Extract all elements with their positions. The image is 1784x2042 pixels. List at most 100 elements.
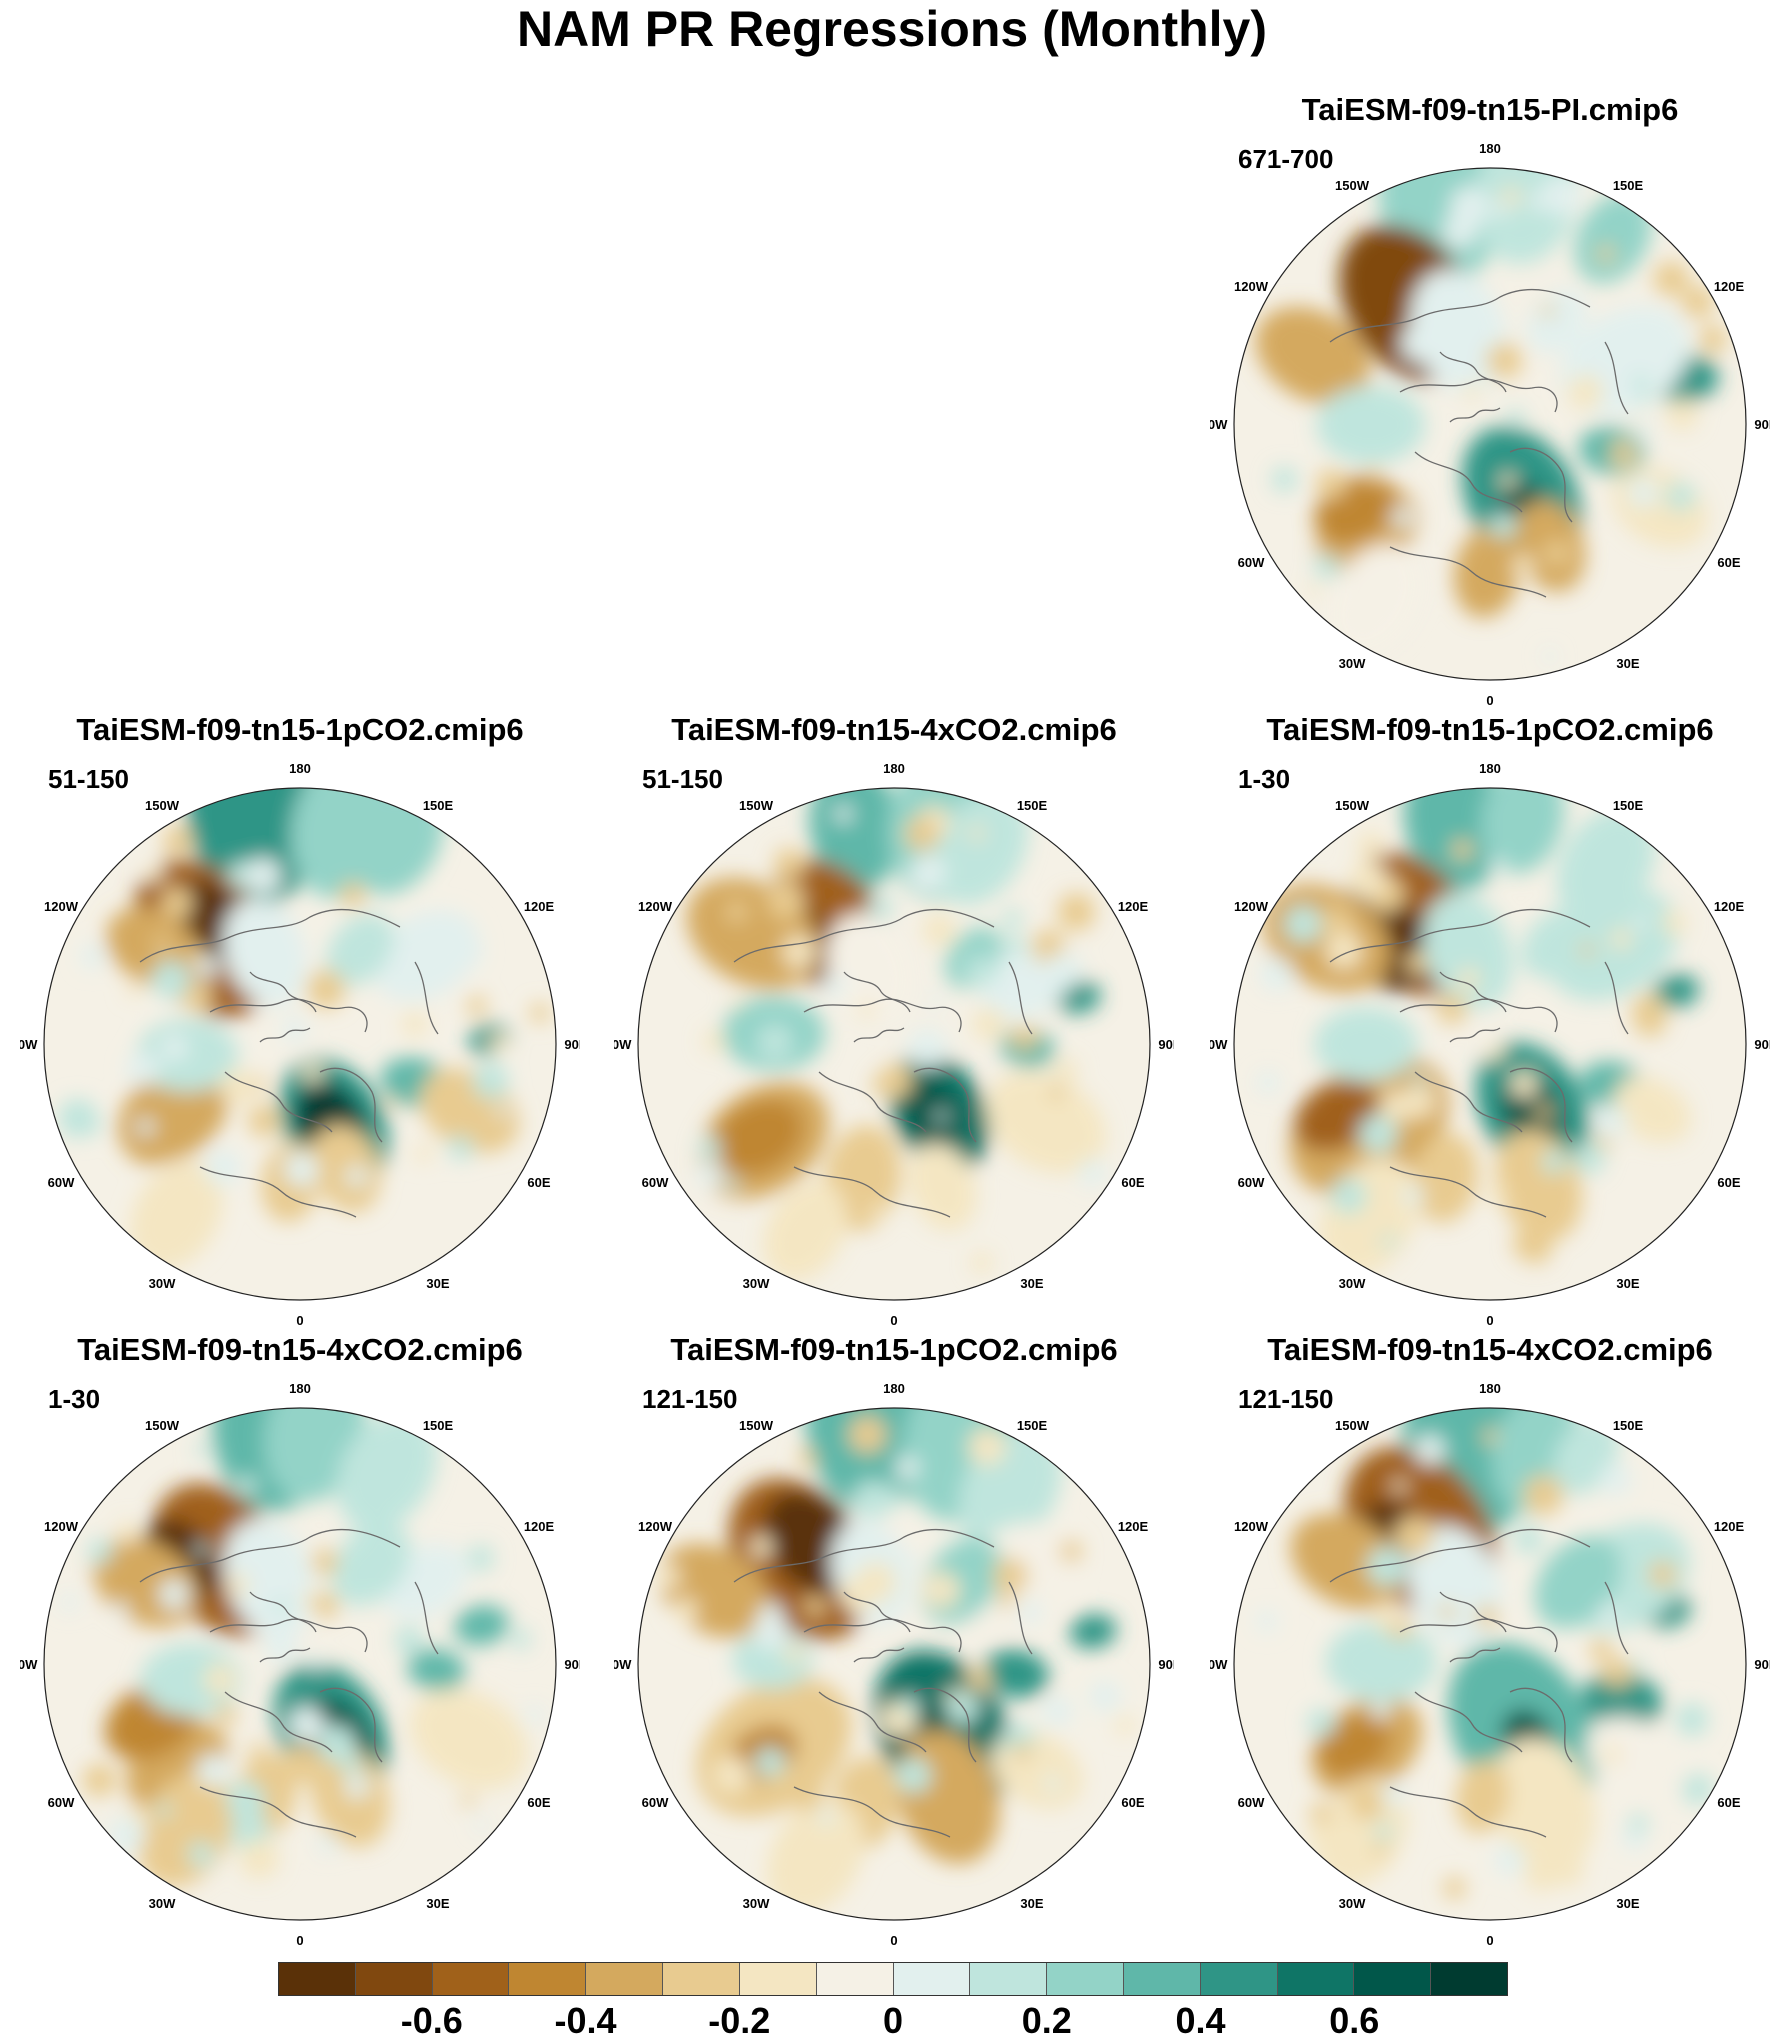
longitude-label: 150E bbox=[1613, 178, 1644, 193]
longitude-label: 150E bbox=[1613, 798, 1644, 813]
anomaly-speckle bbox=[1510, 1071, 1538, 1098]
anomaly-speckle bbox=[1414, 1434, 1445, 1465]
anomaly-speckle bbox=[1598, 1603, 1618, 1624]
anomaly-speckle bbox=[1404, 1086, 1436, 1117]
map-border bbox=[43, 787, 557, 1301]
anomaly-speckle bbox=[1307, 1821, 1335, 1849]
anomaly-speckle bbox=[998, 1592, 1015, 1609]
anomaly-speckle bbox=[274, 1600, 289, 1615]
anomaly-blob bbox=[905, 1079, 961, 1148]
anomaly-speckle bbox=[868, 895, 893, 920]
coastline bbox=[1329, 909, 1591, 963]
anomaly-blob bbox=[136, 1019, 239, 1092]
polar-map: 180 150E 120E 90E 60E 30E 0 30W 60W 90W 120W 150W bbox=[1210, 761, 1770, 1328]
longitude-label: 30E bbox=[1020, 1896, 1043, 1911]
anomaly-speckle bbox=[1283, 904, 1322, 944]
longitude-label: 150W bbox=[739, 1418, 774, 1433]
colorbar-box bbox=[816, 1963, 894, 1995]
anomaly-speckle bbox=[306, 969, 346, 1009]
longitude-label: 90E bbox=[1158, 1037, 1174, 1052]
anomaly-speckle bbox=[311, 1549, 339, 1576]
anomaly-speckle bbox=[249, 1742, 265, 1758]
anomaly-speckle bbox=[60, 1593, 79, 1611]
longitude-label: 30E bbox=[1020, 1276, 1043, 1291]
anomaly-speckle bbox=[1648, 1560, 1677, 1589]
anomaly-speckle bbox=[1579, 943, 1594, 958]
colorbar-box bbox=[1200, 1963, 1278, 1995]
coastline bbox=[1439, 971, 1507, 1013]
longitude-label: 30W bbox=[743, 1276, 770, 1291]
anomaly-blob bbox=[931, 791, 1029, 905]
anomaly-speckle bbox=[158, 1579, 189, 1610]
coastline bbox=[1509, 1067, 1573, 1143]
anomaly-speckle bbox=[151, 959, 191, 999]
longitude-label: 150W bbox=[145, 798, 180, 813]
anomaly-speckle bbox=[657, 1564, 682, 1589]
anomaly-speckle bbox=[1599, 1463, 1631, 1496]
anomaly-speckle bbox=[467, 1545, 494, 1572]
anomaly-speckle bbox=[317, 1833, 339, 1854]
longitude-label: 120W bbox=[1234, 899, 1269, 914]
anomaly-blob bbox=[336, 1412, 438, 1531]
anomaly-blob bbox=[1353, 265, 1427, 343]
anomaly-speckle bbox=[992, 1557, 1029, 1594]
longitude-label: 30E bbox=[1616, 1896, 1639, 1911]
anomaly-blob bbox=[1316, 1715, 1391, 1777]
longitude-label: 180 bbox=[883, 761, 905, 776]
anomaly-speckle bbox=[188, 946, 205, 963]
longitude-label: 120W bbox=[638, 899, 673, 914]
anomaly-speckle bbox=[1380, 1782, 1406, 1808]
anomaly-speckle bbox=[83, 1763, 116, 1797]
coastline bbox=[1604, 1581, 1629, 1655]
anomaly-speckle bbox=[1378, 1225, 1391, 1238]
anomaly-speckle bbox=[1543, 650, 1556, 663]
polar-map: 180 150E 120E 90E 60E 30E 0 30W 60W 90W 120W 150W bbox=[614, 1381, 1174, 1948]
anomaly-speckle bbox=[309, 1135, 340, 1165]
anomaly-speckle bbox=[673, 1598, 698, 1623]
colorbar-box bbox=[355, 1963, 433, 1995]
anomaly-speckle bbox=[181, 980, 213, 1013]
longitude-label: 90E bbox=[1754, 417, 1770, 432]
coastline bbox=[793, 1166, 951, 1218]
anomaly-speckle bbox=[1633, 374, 1648, 389]
panel-title: TaiESM-f09-tn15-1pCO2.cmip6 bbox=[1266, 712, 1714, 747]
anomaly-speckle bbox=[1596, 1134, 1612, 1151]
anomaly-speckle bbox=[1271, 466, 1297, 492]
anomaly-speckle bbox=[188, 1841, 214, 1867]
coastline bbox=[843, 1591, 911, 1633]
map-panel: TaiESM-f09-tn15-PI.cmip6 671-700 180 150E 12… bbox=[1210, 92, 1770, 712]
anomaly-speckle bbox=[1666, 398, 1698, 431]
longitude-label: 120E bbox=[1714, 279, 1745, 294]
anomaly-speckle bbox=[308, 1656, 324, 1671]
coastline bbox=[803, 1618, 962, 1653]
longitude-label: 90W bbox=[1210, 1037, 1228, 1052]
anomaly-speckle bbox=[1307, 1708, 1336, 1737]
colorbar-tick-label: 0.6 bbox=[1329, 2000, 1380, 2041]
anomaly-blob bbox=[1585, 1716, 1683, 1799]
longitude-label: 30E bbox=[1616, 656, 1639, 671]
longitude-label: 60W bbox=[48, 1175, 75, 1190]
longitude-label: 180 bbox=[1479, 761, 1501, 776]
longitude-label: 90W bbox=[20, 1037, 38, 1052]
longitude-label: 120E bbox=[1118, 1519, 1149, 1534]
panel-title: TaiESM-f09-tn15-1pCO2.cmip6 bbox=[670, 1332, 1118, 1367]
panel-title: TaiESM-f09-tn15-1pCO2.cmip6 bbox=[76, 712, 524, 747]
longitude-label: 180 bbox=[289, 761, 311, 776]
coastline bbox=[259, 1027, 311, 1043]
anomaly-speckle bbox=[489, 1033, 508, 1053]
anomaly-speckle bbox=[821, 973, 846, 998]
anomaly-speckle bbox=[1371, 1701, 1391, 1720]
anomaly-speckle bbox=[755, 1746, 786, 1777]
anomaly-speckle bbox=[902, 1554, 918, 1570]
anomaly-speckle bbox=[1391, 506, 1412, 528]
polar-map: 180 150E 120E 90E 60E 30E 0 30W 60W 90W 120W 150W bbox=[1210, 141, 1770, 708]
longitude-label: 150W bbox=[1335, 1418, 1370, 1433]
anomaly-speckle bbox=[1514, 1525, 1543, 1554]
longitude-label: 60W bbox=[642, 1795, 669, 1810]
map-panel: TaiESM-f09-tn15-1pCO2.cmip6 121-150 180 150… bbox=[614, 1332, 1174, 1952]
anomaly-speckle bbox=[1348, 861, 1387, 900]
longitude-label: 90E bbox=[564, 1657, 580, 1672]
anomaly-speckle bbox=[1609, 440, 1636, 467]
anomaly-speckle bbox=[909, 854, 947, 892]
anomaly-speckle bbox=[136, 1118, 155, 1136]
